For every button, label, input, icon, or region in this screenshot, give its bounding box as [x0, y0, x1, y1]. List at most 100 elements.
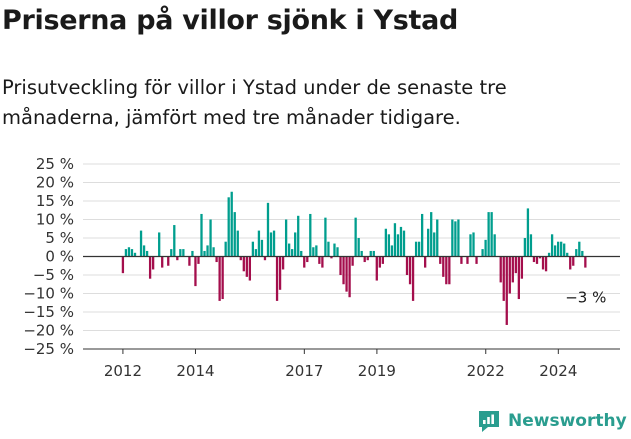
bar — [369, 250, 372, 257]
bar — [520, 256, 524, 279]
bar — [405, 256, 409, 275]
bar — [345, 256, 348, 292]
bar — [324, 217, 327, 257]
bar — [176, 256, 179, 261]
bar — [170, 249, 173, 257]
y-tick-label: −25 % — [23, 340, 74, 358]
y-tick-label: −10 % — [23, 285, 74, 303]
bar — [200, 213, 203, 257]
bar — [230, 191, 233, 257]
bar — [481, 249, 484, 257]
bar — [254, 249, 258, 257]
bar — [284, 219, 288, 257]
bar — [414, 241, 418, 257]
bar — [505, 256, 508, 325]
bar — [336, 247, 339, 257]
bar — [148, 256, 152, 279]
bar — [167, 256, 170, 266]
bar — [563, 243, 566, 257]
bar — [526, 208, 530, 257]
bar — [436, 219, 439, 257]
bar — [303, 256, 306, 268]
bar — [339, 256, 342, 275]
bar — [212, 247, 215, 257]
bar — [257, 230, 261, 257]
y-tick-label: 5 % — [45, 229, 74, 247]
bar — [553, 245, 557, 257]
bar — [541, 256, 545, 270]
bar — [535, 256, 539, 264]
bar — [287, 243, 291, 257]
bar — [145, 250, 149, 257]
bar — [560, 241, 563, 257]
bar — [469, 234, 472, 257]
bar — [472, 232, 475, 257]
bar — [218, 256, 221, 301]
bar — [233, 212, 236, 257]
bar — [511, 256, 514, 283]
bar — [300, 250, 303, 257]
bar — [420, 213, 424, 257]
bar — [460, 256, 463, 264]
bar — [224, 241, 227, 257]
bar — [547, 252, 551, 257]
bar — [245, 256, 248, 277]
bar — [581, 250, 584, 257]
bar — [291, 249, 294, 257]
bar — [544, 256, 548, 272]
bar — [333, 243, 336, 257]
bar — [139, 230, 143, 257]
bar — [475, 256, 478, 264]
bar — [451, 219, 454, 257]
bar — [191, 250, 194, 257]
bar — [318, 256, 321, 264]
bar — [248, 256, 252, 281]
bar — [315, 245, 318, 257]
bar — [566, 252, 569, 257]
bar — [490, 212, 493, 257]
bar — [197, 256, 200, 264]
bar — [173, 225, 176, 257]
x-tick-label: 2014 — [176, 362, 214, 380]
bar — [294, 232, 297, 257]
bar — [372, 250, 375, 257]
x-tick-label: 2012 — [104, 362, 142, 380]
bar — [378, 256, 381, 268]
bar — [575, 249, 578, 257]
bar — [158, 232, 161, 257]
bar — [417, 241, 421, 257]
bar — [142, 245, 146, 257]
bar — [330, 256, 333, 259]
chart-subtitle: Prisutveckling för villor i Ystad under … — [2, 76, 507, 129]
y-tick-label: −20 % — [23, 322, 74, 340]
bar — [375, 256, 378, 281]
bar — [342, 256, 345, 285]
bar — [381, 256, 384, 264]
bar — [179, 249, 182, 257]
x-tick-label: 2022 — [467, 362, 505, 380]
bar — [297, 215, 300, 257]
bar — [384, 228, 388, 257]
bar — [275, 256, 279, 301]
bar — [281, 256, 285, 270]
bar — [188, 256, 191, 266]
bar — [151, 256, 155, 270]
bar — [278, 256, 282, 290]
bar — [439, 256, 442, 264]
x-tick-label: 2017 — [285, 362, 323, 380]
bar — [529, 234, 533, 257]
bar — [424, 256, 427, 268]
bar — [327, 241, 330, 257]
bar — [457, 219, 460, 257]
bar — [538, 256, 542, 259]
bar — [354, 217, 357, 257]
bar — [393, 223, 397, 257]
y-tick-label: 15 % — [36, 192, 74, 210]
bar — [127, 247, 131, 257]
bar — [269, 232, 273, 257]
bar — [572, 256, 575, 266]
bar — [221, 256, 224, 300]
bar — [260, 239, 264, 257]
bar — [430, 212, 433, 257]
bar — [348, 256, 351, 298]
